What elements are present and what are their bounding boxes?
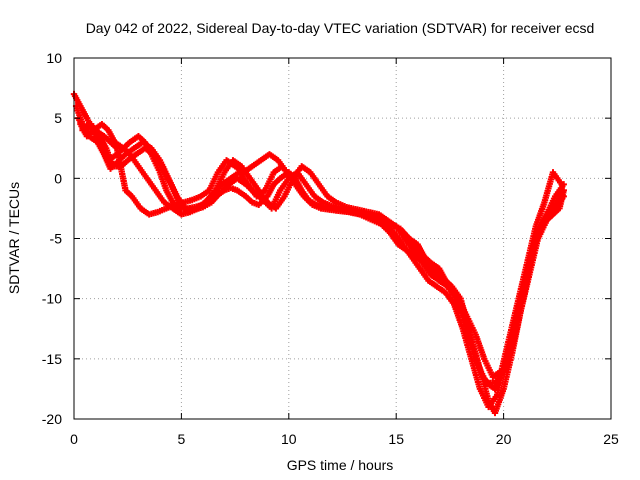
y-axis-label: SDTVAR / TECUs bbox=[6, 182, 22, 294]
chart-title: Day 042 of 2022, Sidereal Day-to-day VTE… bbox=[86, 20, 595, 36]
x-axis-label: GPS time / hours bbox=[287, 457, 394, 473]
y-tick-label: 10 bbox=[46, 50, 62, 66]
y-tick-label: -15 bbox=[42, 351, 62, 367]
x-tick-label: 20 bbox=[496, 431, 512, 447]
axis-ticks: 0 5 10 15 20 25 -20 -15 -10 -5 0 5 10 bbox=[42, 50, 619, 447]
x-tick-label: 5 bbox=[178, 431, 186, 447]
y-tick-label: 0 bbox=[54, 170, 62, 186]
x-tick-label: 10 bbox=[281, 431, 297, 447]
y-tick-label: -20 bbox=[42, 411, 62, 427]
y-tick-label: 5 bbox=[54, 110, 62, 126]
series-day-3 bbox=[75, 114, 567, 411]
data-point-marker bbox=[558, 181, 565, 188]
series-day-5 bbox=[79, 120, 565, 381]
data-series-group bbox=[70, 90, 567, 417]
x-tick-label: 15 bbox=[388, 431, 404, 447]
plot-frame bbox=[73, 57, 612, 420]
y-tick-label: -5 bbox=[50, 231, 63, 247]
x-tick-label: 0 bbox=[70, 431, 78, 447]
y-tick-label: -10 bbox=[42, 291, 62, 307]
x-tick-label: 25 bbox=[603, 431, 619, 447]
